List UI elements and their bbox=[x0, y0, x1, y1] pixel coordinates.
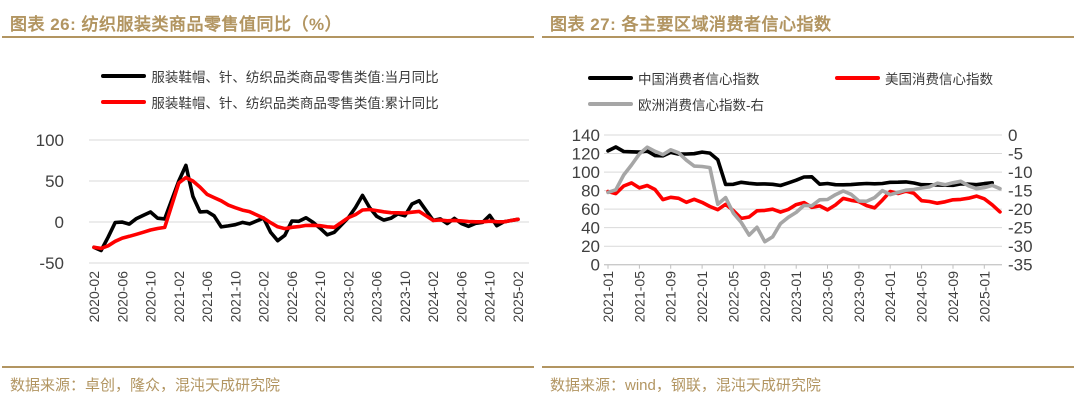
figure-27-source: 数据来源：wind，钢联，混沌天成研究院 bbox=[550, 377, 821, 394]
x-axis-tick-label: 2022-05 bbox=[725, 271, 741, 323]
legend-item-us: 美国消费信心指数 bbox=[835, 68, 993, 88]
figure-26-title-rule bbox=[2, 36, 534, 38]
x-axis-tick-label: 2022-09 bbox=[757, 271, 773, 323]
figure-27-footer-rule bbox=[542, 366, 1074, 368]
x-axis-tick-label: 2024-09 bbox=[945, 271, 961, 323]
x-axis-tick-label: 2022-10 bbox=[312, 271, 328, 323]
legend-item-china: 中国消费者信心指数 bbox=[588, 68, 760, 88]
figure-26-legend: 服装鞋帽、针、纺织品类商品零售类值:当月同比 服装鞋帽、针、纺织品类商品零售类值… bbox=[0, 66, 540, 112]
y-axis-right-tick-label: -10 bbox=[1008, 163, 1033, 182]
y-axis-right-tick-label: -35 bbox=[1008, 256, 1033, 275]
x-axis-tick-label: 2022-06 bbox=[284, 271, 300, 323]
x-axis-tick-label: 2024-05 bbox=[914, 271, 930, 323]
x-axis-tick-label: 2023-05 bbox=[820, 271, 836, 323]
figure-26-title: 图表 26: 纺织服装类商品零售值同比（%） bbox=[10, 15, 343, 34]
legend-label: 中国消费者信心指数 bbox=[638, 72, 760, 87]
series-line bbox=[606, 145, 1002, 244]
y-axis-tick-label: 40 bbox=[581, 219, 600, 238]
series-line bbox=[606, 181, 1002, 221]
x-axis-tick-label: 2022-01 bbox=[694, 271, 710, 323]
x-axis-tick-label: 2021-09 bbox=[663, 271, 679, 323]
y-axis-tick-label: 20 bbox=[581, 237, 600, 256]
legend-line-swatch-black bbox=[588, 76, 633, 80]
y-axis-tick-label: 0 bbox=[591, 256, 600, 275]
series-line bbox=[92, 175, 520, 251]
legend-label: 服装鞋帽、针、纺织品类商品零售类值:累计同比 bbox=[151, 96, 439, 111]
x-axis-tick-label: 2023-06 bbox=[369, 271, 385, 323]
y-axis-right-tick-label: -30 bbox=[1008, 237, 1033, 256]
y-axis-right-tick-label: -25 bbox=[1008, 219, 1033, 238]
x-axis-tick-label: 2025-01 bbox=[976, 271, 992, 323]
x-axis-tick-label: 2023-10 bbox=[397, 271, 413, 323]
x-axis-tick-label: 2024-02 bbox=[425, 271, 441, 323]
legend-line-swatch-red bbox=[101, 100, 147, 104]
x-axis-tick-label: 2021-05 bbox=[631, 271, 647, 323]
legend-label: 欧洲消费信心指数-右 bbox=[638, 98, 764, 113]
y-axis-right-tick-label: 0 bbox=[1008, 126, 1017, 145]
legend-item-europe: 欧洲消费信心指数-右 bbox=[588, 94, 764, 114]
figure-27-title-rule bbox=[542, 36, 1074, 38]
x-axis-tick-label: 2023-02 bbox=[340, 271, 356, 323]
y-axis-tick-label: 60 bbox=[581, 200, 600, 219]
y-axis-tick-label: 100 bbox=[36, 131, 64, 150]
y-axis-tick-label: 100 bbox=[572, 163, 600, 182]
legend-line-swatch-gray bbox=[588, 102, 633, 106]
y-axis-tick-label: 120 bbox=[572, 145, 600, 164]
x-axis-tick-label: 2023-09 bbox=[851, 271, 867, 323]
y-axis-tick-label: 80 bbox=[581, 182, 600, 201]
figure-26-source: 数据来源：卓创，隆众，混沌天成研究院 bbox=[10, 377, 281, 394]
y-axis-tick-label: 0 bbox=[55, 213, 64, 232]
figure-27-title: 图表 27: 各主要区域消费者信心指数 bbox=[550, 15, 832, 34]
x-axis-tick-label: 2024-10 bbox=[482, 271, 498, 323]
x-axis-tick-label: 2020-02 bbox=[86, 271, 102, 323]
y-axis-right-tick-label: -20 bbox=[1008, 200, 1033, 219]
x-axis-tick-label: 2021-10 bbox=[227, 271, 243, 323]
x-axis-tick-label: 2021-06 bbox=[199, 271, 215, 323]
x-axis-tick-label: 2021-01 bbox=[600, 271, 616, 323]
legend-label: 服装鞋帽、针、纺织品类商品零售类值:当月同比 bbox=[151, 70, 439, 85]
y-axis-tick-label: 140 bbox=[572, 126, 600, 145]
figure-27-plot: 140 0 120 -5 100 -10 80 -15 60 -20 40 -25 20 -30 0 -35 2… bbox=[572, 126, 1033, 323]
legend-label: 美国消费信心指数 bbox=[885, 72, 993, 87]
figure-26-footer-rule bbox=[2, 366, 534, 368]
legend-item-monthly-yoy: 服装鞋帽、针、纺织品类商品零售类值:当月同比 bbox=[101, 66, 439, 86]
x-axis-tick-label: 2024-01 bbox=[882, 271, 898, 323]
y-axis-right-tick-label: -5 bbox=[1008, 145, 1023, 164]
figure-26-plot: 100 50 0 -50 2020-02 2020-06 2020-10 2021-02 202… bbox=[36, 131, 529, 323]
x-axis-tick-label: 2020-06 bbox=[114, 271, 130, 323]
x-axis-tick-label: 2020-10 bbox=[143, 271, 159, 323]
x-axis-tick-label: 2025-02 bbox=[510, 271, 526, 323]
x-axis-tick-label: 2022-02 bbox=[256, 271, 272, 323]
x-axis-tick-label: 2021-02 bbox=[171, 271, 187, 323]
figure-27-panel: 图表 27: 各主要区域消费者信心指数 中国消费者信心指数 美国消费信心指数 欧… bbox=[540, 0, 1080, 408]
x-axis-tick-label: 2024-06 bbox=[454, 271, 470, 323]
figure-26-panel: 图表 26: 纺织服装类商品零售值同比（%） 服装鞋帽、针、纺织品类商品零售类值… bbox=[0, 15, 540, 394]
x-axis-tick-label: 2023-01 bbox=[788, 271, 804, 323]
y-axis-tick-label: -50 bbox=[39, 254, 64, 273]
series-line bbox=[92, 163, 520, 253]
y-axis-tick-label: 50 bbox=[45, 172, 64, 191]
legend-item-cumulative-yoy: 服装鞋帽、针、纺织品类商品零售类值:累计同比 bbox=[101, 92, 439, 112]
series-line bbox=[606, 145, 995, 188]
y-axis-right-tick-label: -15 bbox=[1008, 182, 1033, 201]
legend-line-swatch-red bbox=[835, 76, 880, 80]
legend-line-swatch-black bbox=[101, 74, 147, 78]
